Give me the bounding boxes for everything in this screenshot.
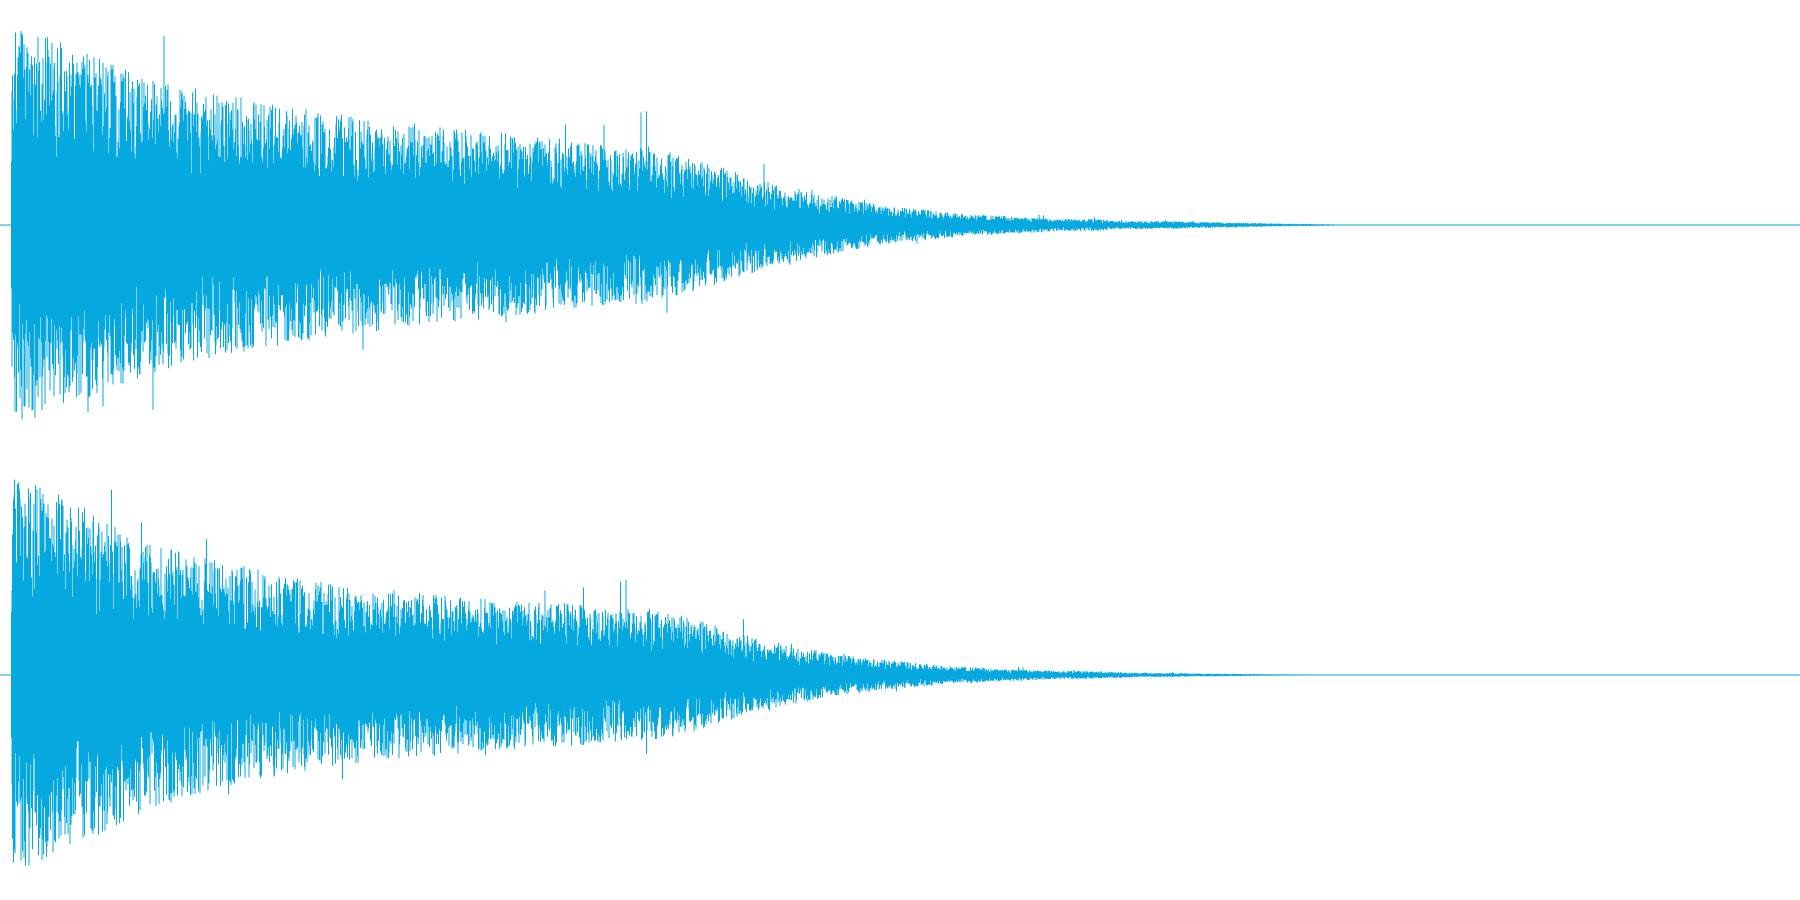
channel-2-waveform[interactable] <box>0 479 1800 866</box>
channel-1-waveform[interactable] <box>0 30 1800 420</box>
channel-1-signal-core <box>11 161 1335 289</box>
channel-2-signal-core <box>11 612 1365 738</box>
